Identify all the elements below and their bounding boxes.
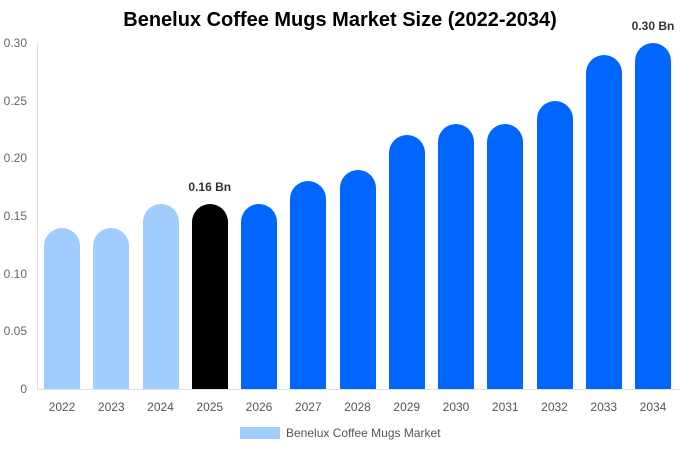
bar-2032[interactable]	[536, 100, 573, 389]
x-tick-label: 2024	[147, 400, 174, 414]
y-tick-label: 0.10	[3, 266, 27, 281]
y-tick-label: 0.30	[3, 36, 27, 50]
bar-2029[interactable]	[388, 135, 425, 389]
x-tick-label: 2030	[442, 400, 470, 414]
y-tick-label: 0	[20, 382, 27, 396]
bar-2030[interactable]	[438, 123, 474, 389]
x-tick-label: 2023	[97, 400, 125, 414]
x-tick-label: 2022	[48, 400, 76, 414]
x-tick-label: 2033	[590, 400, 618, 414]
value-label: 0.16 Bn	[188, 180, 232, 195]
y-tick-label: 0.20	[3, 151, 27, 166]
bar-2022[interactable]	[44, 227, 80, 389]
x-tick-label: 2028	[344, 400, 371, 414]
x-tick-label: 2025	[196, 400, 224, 414]
bar-2033[interactable]	[585, 54, 622, 389]
x-tick-label: 2032	[541, 400, 568, 414]
bar-2027[interactable]	[290, 181, 327, 389]
x-tick-label: 2029	[393, 400, 421, 414]
chart-title: Benelux Coffee Mugs Market Size (2022-20…	[123, 9, 557, 31]
bar-2031[interactable]	[487, 123, 524, 389]
bar-2023[interactable]	[93, 227, 130, 389]
x-tick-label: 2034	[639, 400, 667, 414]
y-tick-label: 0.25	[3, 93, 27, 108]
y-tick-label: 0.15	[3, 209, 27, 223]
bar-2026[interactable]	[241, 204, 277, 389]
bar-2034[interactable]	[635, 43, 671, 389]
bar-2024[interactable]	[142, 204, 179, 389]
y-tick-label: 0.05	[3, 324, 27, 339]
legend-label: Benelux Coffee Mugs Market	[286, 426, 441, 440]
x-tick-label: 2031	[491, 400, 519, 414]
legend-swatch	[240, 427, 280, 439]
value-label: 0.30 Bn	[631, 19, 675, 33]
x-tick-label: 2027	[294, 400, 322, 414]
bar-2025[interactable]	[191, 204, 228, 389]
bar-2028[interactable]	[339, 169, 376, 389]
y-axis-line	[37, 43, 38, 389]
x-tick-label: 2026	[245, 400, 273, 414]
x-axis-line	[37, 389, 680, 390]
legend[interactable]: Benelux Coffee Mugs Market	[240, 426, 441, 440]
